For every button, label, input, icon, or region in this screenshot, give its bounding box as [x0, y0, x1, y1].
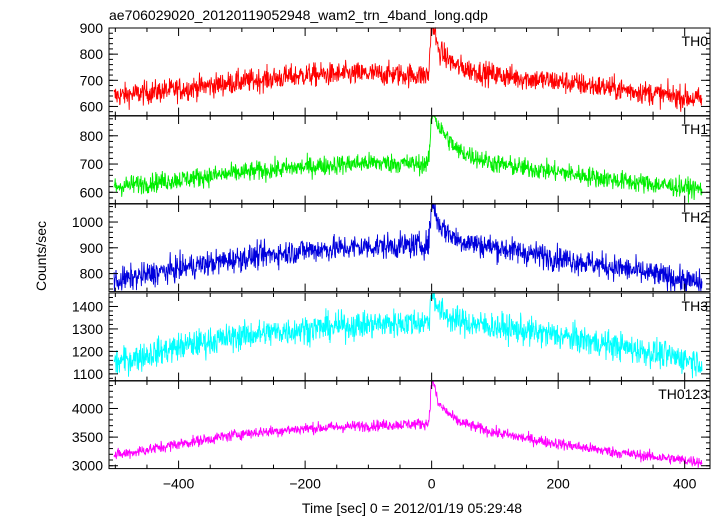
- y-tick-label: 900: [80, 20, 104, 36]
- panels-group: 600 700 800 900 TH0 600 700 800 TH1 800 900 1000 TH2…: [72, 20, 711, 492]
- panel-th0: 600 700 800 900 TH0: [80, 20, 711, 117]
- y-tick-label: 1300: [72, 321, 103, 337]
- x-tick-label: 200: [546, 476, 570, 492]
- panel-th3: 1100 1200 1300 1400 TH3: [72, 292, 711, 382]
- x-axis-title: Time [sec] 0 = 2012/01/19 05:29:48: [302, 500, 522, 516]
- y-tick-label: 1100: [73, 366, 103, 382]
- y-tick-label: 700: [80, 72, 104, 88]
- panel-frame: [108, 380, 711, 470]
- y-tick-label: 3500: [72, 429, 103, 445]
- x-tick-label: 400: [673, 476, 697, 492]
- panel-th2: 800 900 1000 TH2: [72, 203, 711, 293]
- y-tick-label: 900: [80, 240, 104, 256]
- y-tick-label: 600: [80, 184, 104, 200]
- y-tick-label: 1200: [72, 343, 103, 359]
- y-tick-label: 4000: [72, 400, 103, 416]
- y-tick-label: 800: [80, 128, 104, 144]
- y-tick-label: 700: [80, 156, 104, 172]
- series-line-th1: [113, 115, 703, 203]
- y-tick-label: 1000: [72, 214, 103, 230]
- series-line-th3: [113, 293, 703, 379]
- panel-th1: 600 700 800 TH1: [80, 115, 711, 205]
- chart-title: ae706029020_20120119052948_wam2_trn_4ban…: [109, 7, 488, 23]
- x-tick-label: 0: [428, 476, 436, 492]
- panel-label: TH3: [682, 298, 709, 314]
- x-tick-label: −200: [289, 476, 321, 492]
- series-line-th2: [113, 204, 703, 292]
- panel-label: TH0: [682, 33, 709, 49]
- panel-label: TH2: [682, 209, 709, 225]
- panel-label: TH1: [682, 121, 709, 137]
- series-line-th0123: [113, 380, 703, 468]
- y-tick-label: 3000: [72, 458, 103, 474]
- y-tick-label: 600: [80, 98, 104, 114]
- y-axis-title: Counts/sec: [33, 221, 49, 291]
- x-tick-label: −400: [163, 476, 195, 492]
- y-tick-label: 1400: [72, 298, 103, 314]
- panel-th0123: 3000 3500 4000 TH0123 −400 −200 0 200 400: [72, 380, 711, 492]
- series-line-th0: [113, 26, 703, 112]
- y-tick-label: 800: [80, 266, 104, 282]
- panel-label: TH0123: [658, 386, 708, 402]
- y-tick-label: 800: [80, 46, 104, 62]
